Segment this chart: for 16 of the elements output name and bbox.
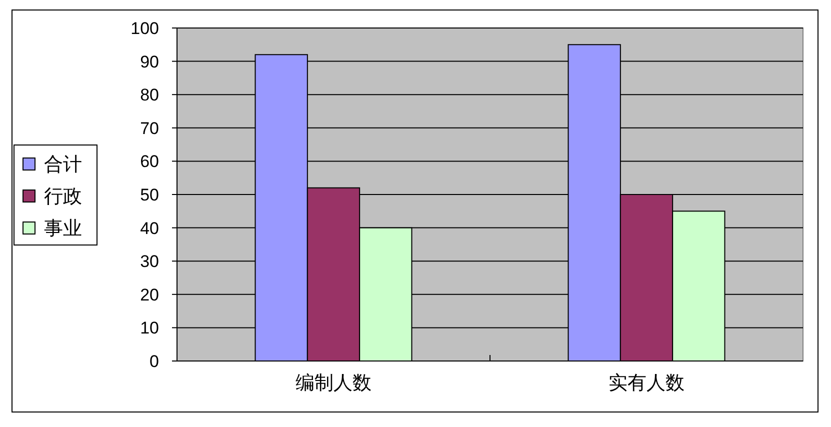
- x-tick-label: 编制人数: [296, 373, 372, 394]
- y-tick-label: 0: [150, 352, 159, 371]
- y-tick-label: 100: [130, 18, 159, 38]
- y-tick-label: 90: [140, 52, 159, 72]
- legend-label: 事业: [44, 218, 82, 240]
- y-tick-label: 10: [140, 318, 159, 338]
- y-tick-label: 20: [140, 285, 159, 304]
- x-tick-label: 实有人数: [608, 372, 684, 394]
- legend-label: 行政: [44, 186, 82, 208]
- y-tick-label: 80: [140, 86, 159, 105]
- y-tick-label: 70: [140, 118, 159, 138]
- y-tick-label: 60: [140, 152, 159, 172]
- y-tick-label: 30: [140, 252, 159, 272]
- y-tick-label: 40: [140, 218, 159, 238]
- y-tick-label: 50: [140, 185, 159, 204]
- legend-label: 合计: [44, 154, 82, 176]
